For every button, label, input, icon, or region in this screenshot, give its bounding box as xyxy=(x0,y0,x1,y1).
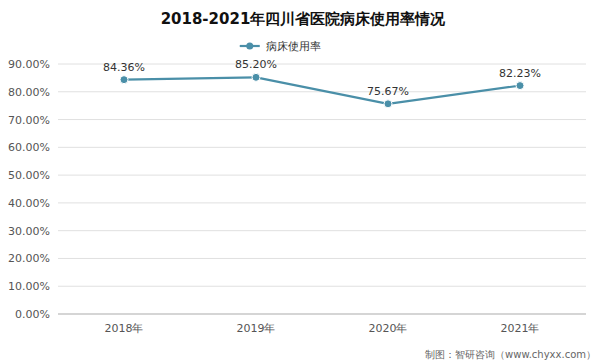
y-tick-label: 40.00% xyxy=(8,197,50,210)
grid-line xyxy=(58,230,586,231)
x-tick-label: 2021年 xyxy=(501,322,540,335)
y-tick-label: 50.00% xyxy=(8,169,50,182)
marker xyxy=(252,73,260,81)
y-tick-label: 70.00% xyxy=(8,114,50,127)
x-tick-label: 2018年 xyxy=(105,322,144,335)
x-tick-label: 2019年 xyxy=(237,322,276,335)
line xyxy=(124,77,520,103)
y-tick-label: 80.00% xyxy=(8,86,50,99)
marker xyxy=(516,82,524,90)
grid-line xyxy=(58,202,586,203)
grid-line xyxy=(58,286,586,287)
legend: 病床使用率 xyxy=(240,40,321,53)
grid-line xyxy=(58,119,586,120)
grid-line xyxy=(58,314,586,315)
x-tick-label: 2020年 xyxy=(369,322,408,335)
y-tick-label: 90.00% xyxy=(8,58,50,71)
grid-line xyxy=(58,147,586,148)
marker xyxy=(120,76,128,84)
title: 2018-2021年四川省医院病床使用率情况 xyxy=(161,10,447,28)
marker xyxy=(384,100,392,108)
footer-annotation: 制图：智研咨询（www.chyxx.com） xyxy=(425,349,596,360)
y-tick-label: 0.00% xyxy=(15,308,50,321)
data-label: 82.23% xyxy=(499,67,541,80)
y-tick-label: 20.00% xyxy=(8,252,50,265)
data-label: 84.36% xyxy=(103,61,145,74)
y-tick-label: 60.00% xyxy=(8,141,50,154)
grid-line xyxy=(58,258,586,259)
y-tick-label: 10.00% xyxy=(8,280,50,293)
x-axis-line xyxy=(58,314,586,315)
grid-line xyxy=(58,175,586,176)
legend-marker xyxy=(246,43,253,50)
data-labels: 84.36% 85.20% 75.67% 82.23% xyxy=(103,58,541,97)
data-label: 85.20% xyxy=(235,58,277,71)
legend-label: 病床使用率 xyxy=(266,40,321,53)
grid xyxy=(58,64,586,314)
y-tick-label: 30.00% xyxy=(8,225,50,238)
plot-area xyxy=(120,73,524,107)
data-label: 75.67% xyxy=(367,85,409,98)
background xyxy=(0,0,606,364)
